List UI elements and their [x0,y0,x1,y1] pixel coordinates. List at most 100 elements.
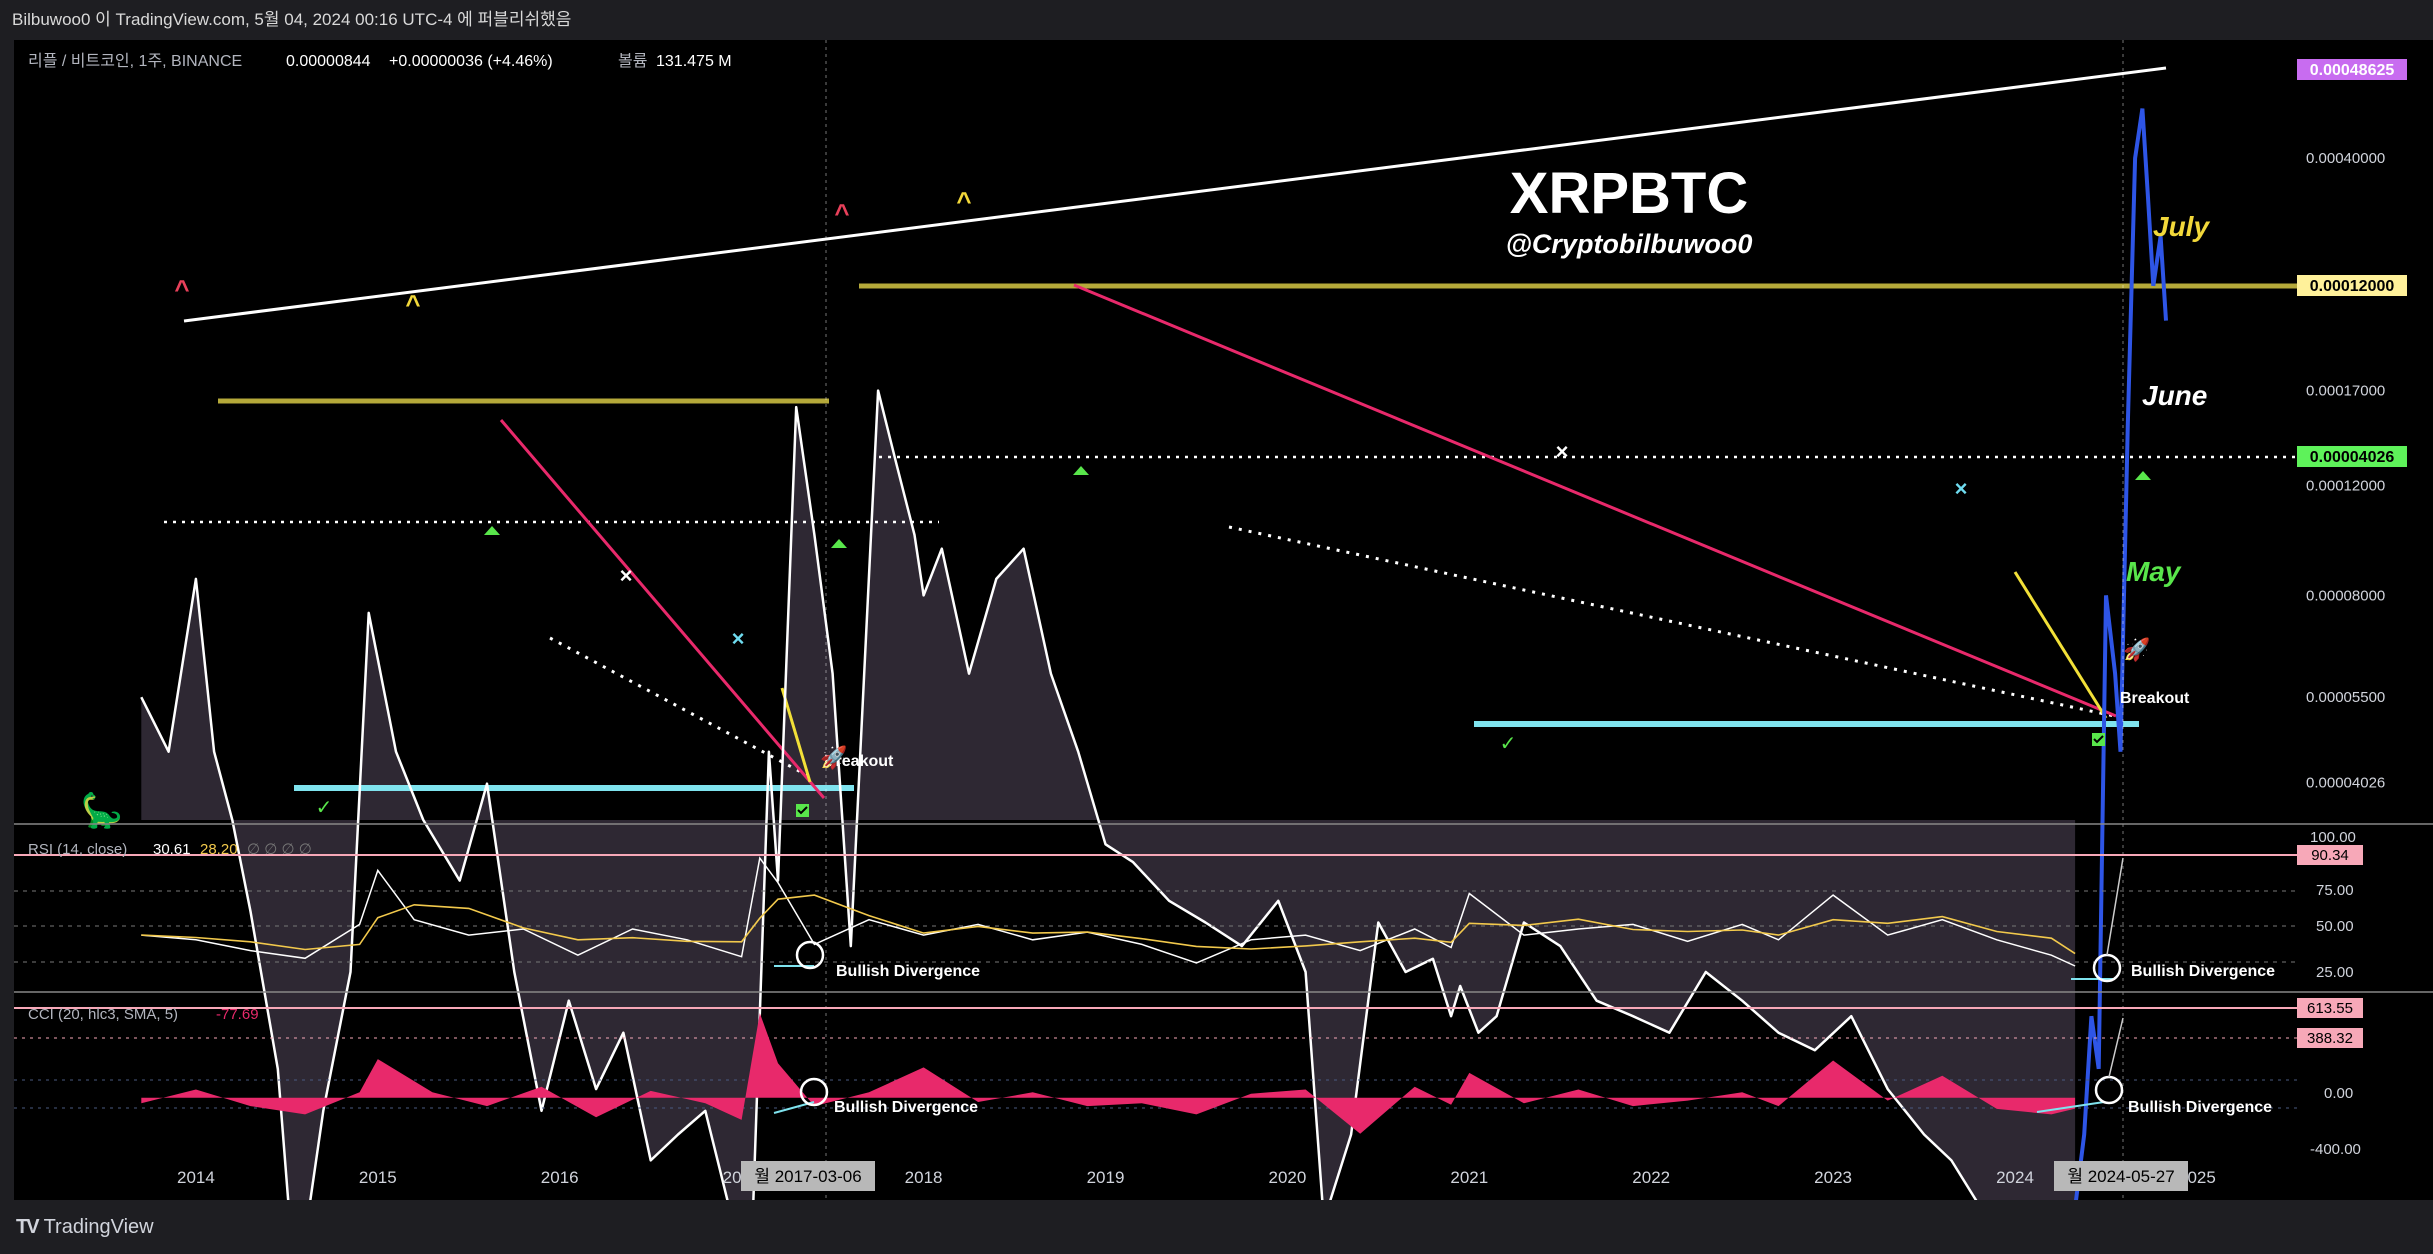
cross-icon: × [620,563,633,588]
price-axis-tick: 0.00008000 [2306,587,2385,604]
time-axis-label: 2021 [1450,1168,1488,1187]
price-label-top: 0.00048625 [2310,62,2395,79]
rsi-axis-tick: 75.00 [2316,882,2354,899]
price-axis-tick: 0.00005500 [2306,689,2385,706]
price-area [141,390,2076,1200]
chevron-up-icon: ^ [174,274,189,304]
publish-info: Bilbuwoo0 이 TradingView.com, 5월 04, 2024… [0,0,2433,40]
price-axis-tick: 0.00017000 [2306,383,2385,400]
chevron-up-icon: ^ [834,198,849,228]
time-axis: 2014201520162017201820192020202120222023… [177,1168,2216,1187]
cci-pane: Bullish Divergence Bullish Divergence CC… [14,1006,2297,1134]
cci-value: -77.69 [216,1006,259,1023]
cci-title: CCI (20, hlc3, SMA, 5) [28,1006,178,1023]
breakout-label-2024: Breakout [2120,690,2190,707]
price-label-resistance: 0.00012000 [2310,278,2395,295]
rsi-extra: ∅ ∅ ∅ ∅ [247,841,312,858]
price-label-support-bg [2297,446,2407,467]
rsi-title: RSI (14, close) [28,841,127,858]
breakout-label-2017: Breakout [824,753,894,770]
chevron-up-icon: ^ [956,186,971,216]
cursor-label-right: 월 2024-05-27 [2067,1167,2174,1186]
checkbox-icon [796,804,809,817]
cci-label-mid-bg [2297,1028,2363,1048]
divergence-arrow [2108,1017,2124,1078]
cross-icon: × [1955,476,1968,501]
chart-handle: @Cryptobilbuwoo0 [1506,229,1753,259]
rsi-signal-line [141,894,2076,955]
cci-label-top-bg [2297,998,2363,1018]
price-pane: XRPBTC @Cryptobilbuwoo0 Breakout Breakou… [28,52,2297,1200]
time-axis-label: 2023 [1814,1168,1852,1187]
time-axis-label: 2015 [359,1168,397,1187]
divergence-line [2036,1101,2105,1113]
month-june-label: June [2142,380,2207,411]
bullish-divergence-label: Bullish Divergence [836,963,980,980]
chart-title: XRPBTC [1510,161,1748,226]
cross-icon: × [732,626,745,651]
rsi-pane: Bullish Divergence Bullish Divergence RS… [14,841,2297,983]
axis-bg [2297,40,2433,1200]
price-line [140,389,1978,1200]
cross-icon: × [1556,439,1569,464]
volume-value: 131.475 M [656,53,732,70]
symbol-info: 리플 / 비트코인, 1주, BINANCE 0.00000844 +0.000… [28,52,732,70]
price-axis-tick: 0.00040000 [2306,150,2385,167]
time-axis-label: 2018 [905,1168,943,1187]
rsi-value: 30.61 [153,841,191,858]
yellow-short-trend-2024 [2013,571,2108,719]
price-axis-tick: 0.00012000 [2306,477,2385,494]
rsi-axis-tick: 50.00 [2316,918,2354,935]
rsi-signal-value: 28.20 [200,841,238,858]
xrpbtc-chart: XRPBTC @Cryptobilbuwoo0 Breakout Breakou… [14,40,2433,1200]
time-axis-label: 2014 [177,1168,215,1187]
price-axis-tick: 0.00004026 [2306,774,2385,791]
rsi-value-label: 90.34 [2311,847,2349,864]
time-axis-label: 2020 [1268,1168,1306,1187]
cursor-label-left-bg [741,1161,875,1191]
rocket-icon: 🚀 [820,745,847,770]
cci-axis-tick: -400.00 [2310,1141,2361,1158]
time-axis-label: 2016 [541,1168,579,1187]
rocket-icon: 🚀 [2123,637,2150,662]
divergence-arrow [2106,857,2124,956]
time-axis-label: 2019 [1087,1168,1125,1187]
price-label-support: 0.00004026 [2310,449,2395,466]
time-cursor-labels: 월 2017-03-06 월 2024-05-27 [741,1161,2188,1191]
rsi-axis: 100.00 75.00 50.00 25.00 90.34 [2297,829,2363,981]
cursor-label-right-bg [2054,1161,2188,1191]
white-dotted-trend-2019 [1228,525,2115,718]
cci-axis-tick: 0.00 [2324,1085,2353,1102]
triangle-up-icon [484,526,500,535]
cci-label-mid: 388.32 [2307,1030,2353,1047]
symbol-change: +0.00000036 (+4.46%) [389,53,553,70]
tradingview-logo[interactable]: TV TradingView [16,1216,154,1239]
triangle-up-icon [2135,471,2151,480]
month-july-label: July [2153,211,2210,242]
price-axis-labels: 0.00048625 0.00012000 0.00004026 [2297,59,2407,467]
check-icon: ✓ [316,797,333,819]
footer: TV TradingView [0,1202,2433,1254]
month-may-label: May [2126,556,2182,587]
check-icon: ✓ [1500,733,1517,755]
volume-label: 볼륨 [618,52,647,70]
divergence-circle [799,1077,829,1107]
projection-line [2074,108,2168,1200]
tradingview-mark-icon: TV [16,1216,40,1238]
triangle-up-icon [1073,466,1089,475]
bullish-divergence-label: Bullish Divergence [834,1099,978,1116]
pink-downtrend-2018 [1073,283,2117,718]
pink-downtrend-2016 [499,419,826,799]
checkbox-icon [2092,733,2105,746]
symbol-name: 리플 / 비트코인, 1주, BINANCE [28,52,242,70]
chevron-up-icon: ^ [405,289,420,319]
yellow-short-trend-2016 [780,687,812,783]
white-rising-trendline [183,66,2167,323]
bullish-divergence-label: Bullish Divergence [2128,1099,2272,1116]
price-label-top-bg [2297,59,2407,80]
rsi-axis-tick: 25.00 [2316,964,2354,981]
cursor-label-left: 월 2017-03-06 [754,1167,861,1186]
triangle-up-icon [831,539,847,548]
price-label-resistance-bg [2297,275,2407,296]
cci-axis: 613.55 388.32 0.00 -400.00 [2297,998,2363,1158]
